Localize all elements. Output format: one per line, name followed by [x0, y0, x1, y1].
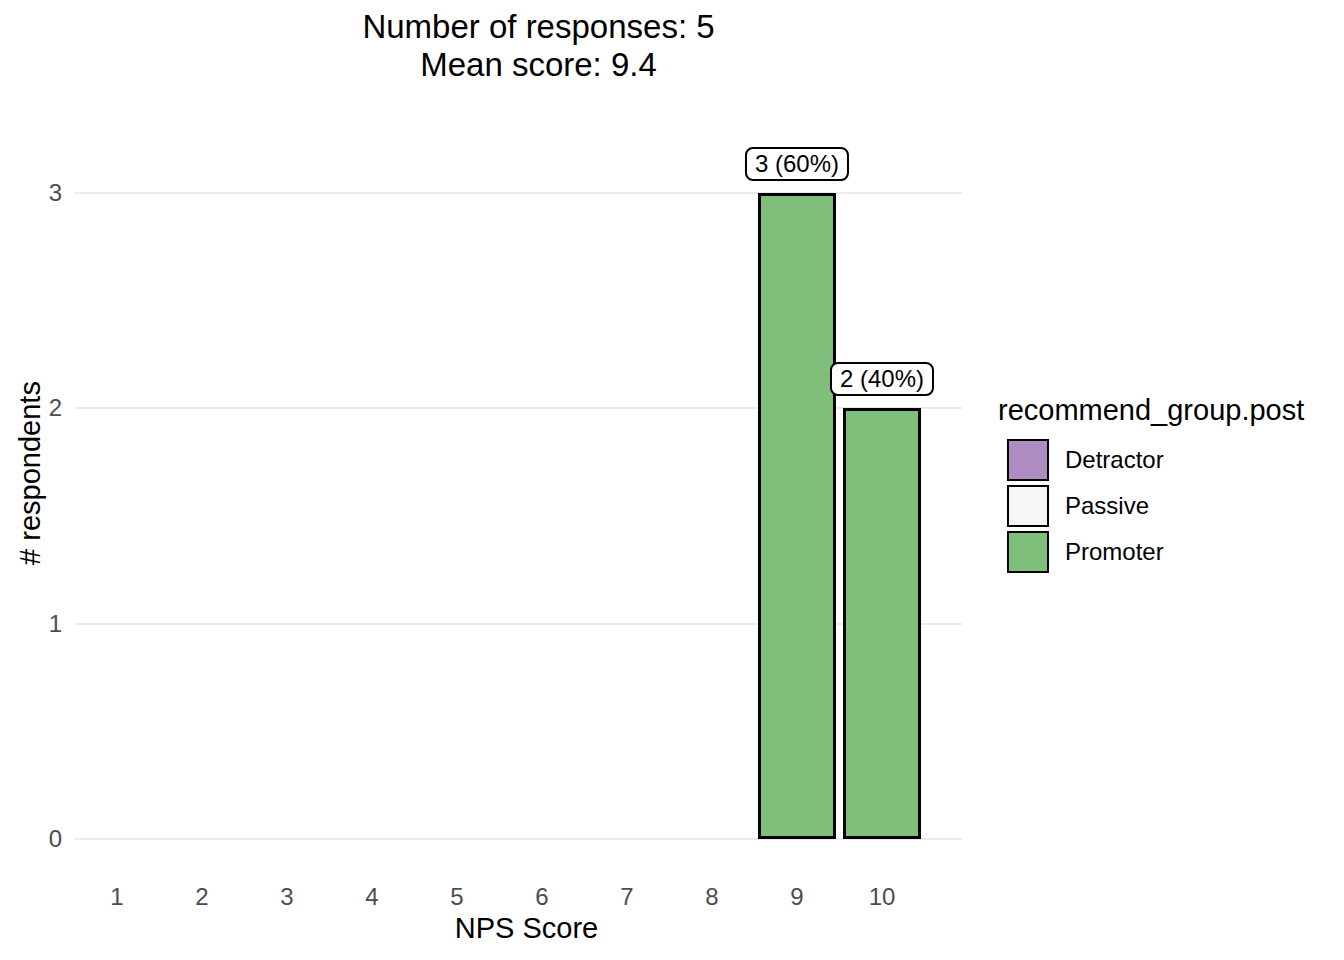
- legend-items: Detractor Passive Promoter: [998, 439, 1304, 573]
- x-tick-label-2: 2: [172, 884, 232, 910]
- x-axis-title: NPS Score: [83, 912, 970, 945]
- bar-label-score-9: 3 (60%): [745, 147, 849, 181]
- x-tick-label-8: 8: [682, 884, 742, 910]
- legend: recommend_group.post Detractor Passive Pro…: [998, 394, 1304, 577]
- x-tick-label-4: 4: [342, 884, 402, 910]
- legend-key-swatch-detractor: [1007, 439, 1049, 481]
- legend-item-label: Detractor: [1065, 446, 1164, 474]
- x-tick-label-3: 3: [257, 884, 317, 910]
- bar-score-9: [758, 193, 836, 839]
- y-tick-label-1: 1: [14, 611, 62, 637]
- legend-item-passive: Passive: [1007, 485, 1304, 527]
- x-tick-label-10: 10: [852, 884, 912, 910]
- x-tick-label-5: 5: [427, 884, 487, 910]
- y-tick-label-0: 0: [14, 826, 62, 852]
- legend-item-label: Promoter: [1065, 538, 1164, 566]
- bar-label-score-10: 2 (40%): [830, 362, 934, 396]
- x-tick-label-1: 1: [87, 884, 147, 910]
- legend-item-label: Passive: [1065, 492, 1149, 520]
- y-tick-label-3: 3: [14, 180, 62, 206]
- nps-bar-chart-figure: Number of responses: 5 Mean score: 9.4 #…: [0, 0, 1344, 960]
- y-tick-label-2: 2: [14, 395, 62, 421]
- legend-key-swatch-promoter: [1007, 531, 1049, 573]
- legend-key-swatch-passive: [1007, 485, 1049, 527]
- bar-score-10: [843, 408, 921, 839]
- legend-item-detractor: Detractor: [1007, 439, 1304, 481]
- x-tick-label-9: 9: [767, 884, 827, 910]
- x-tick-label-7: 7: [597, 884, 657, 910]
- x-tick-label-6: 6: [512, 884, 572, 910]
- legend-item-promoter: Promoter: [1007, 531, 1304, 573]
- legend-title: recommend_group.post: [998, 394, 1304, 427]
